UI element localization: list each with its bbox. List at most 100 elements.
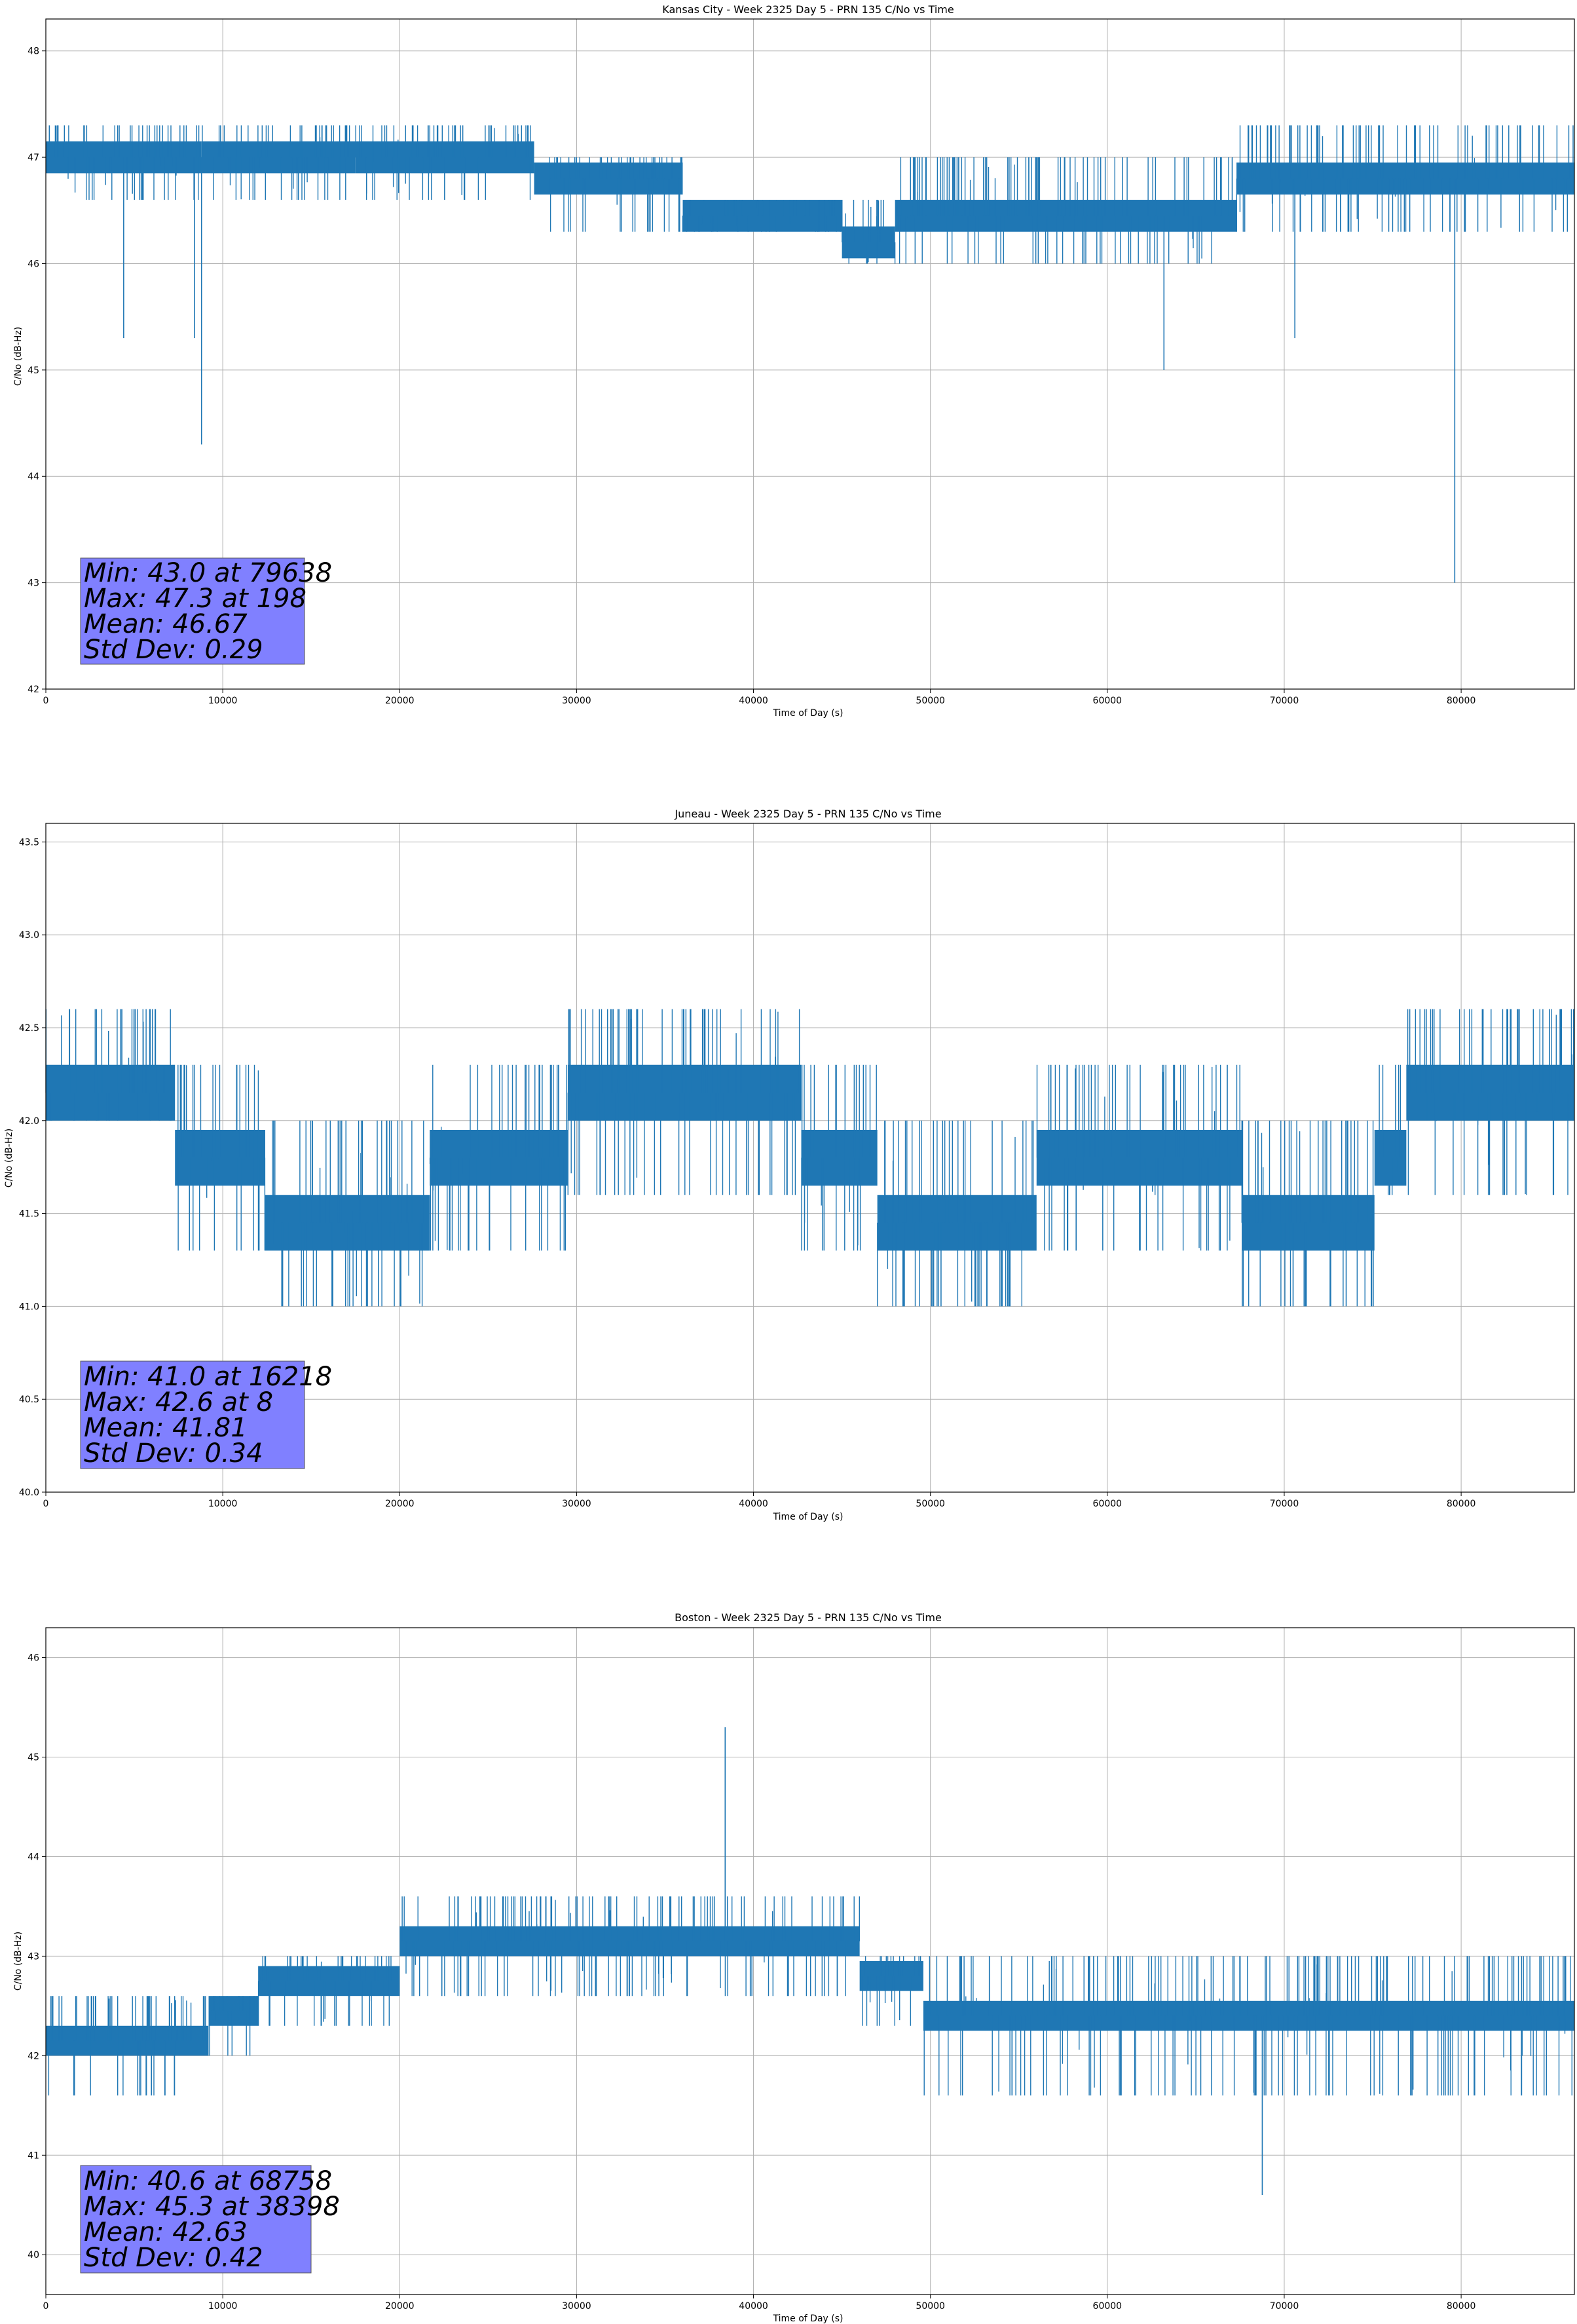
y-tick-label: 42 <box>28 684 39 695</box>
y-axis-label: C/No (dB-Hz) <box>4 1129 14 1188</box>
series-band <box>201 141 356 174</box>
x-tick-label: 0 <box>43 1499 49 1509</box>
y-tick-label: 41.0 <box>19 1302 39 1312</box>
series-band <box>1374 1129 1407 1186</box>
x-tick-label: 30000 <box>562 2301 591 2312</box>
y-tick-label: 40 <box>28 2250 39 2260</box>
y-tick-label: 40.5 <box>19 1395 39 1405</box>
stats-std-dev: Std Dev: 0.34 <box>84 1438 263 1469</box>
stats-mean: Mean: 42.63 <box>84 2217 248 2247</box>
series-band <box>1242 1195 1375 1251</box>
series-band <box>877 1195 1037 1251</box>
series-line <box>48 1896 1572 2096</box>
stats-min: Min: 40.6 at 68758 <box>84 2166 332 2196</box>
x-tick-label: 20000 <box>385 696 415 706</box>
x-axis-label: Time of Day (s) <box>773 2314 844 2324</box>
x-tick-label: 60000 <box>1093 696 1122 706</box>
series-band <box>208 1996 259 2026</box>
chart-panel-boston: Boston - Week 2325 Day 5 - PRN 135 C/No … <box>13 1611 1575 2324</box>
y-tick-label: 46 <box>28 1653 39 1664</box>
x-tick-label: 50000 <box>916 696 945 706</box>
x-axis-ticks: 0 10000 20000 30000 40000 50000 60000 70000 8000… <box>43 689 1476 706</box>
x-tick-label: 40000 <box>739 696 768 706</box>
x-tick-label: 30000 <box>562 696 591 706</box>
x-tick-label: 50000 <box>916 2301 945 2312</box>
x-tick-label: 10000 <box>208 2301 238 2312</box>
x-tick-label: 80000 <box>1447 1499 1476 1509</box>
y-tick-label: 41.5 <box>19 1209 39 1220</box>
chart-title: Kansas City - Week 2325 Day 5 - PRN 135 … <box>662 3 954 16</box>
y-tick-label: 48 <box>28 47 39 57</box>
y-tick-label: 45 <box>28 1753 39 1763</box>
plot-frame <box>45 823 1575 1493</box>
y-axis-label: C/No (dB-Hz) <box>13 327 24 386</box>
y-tick-label: 42.0 <box>19 1116 39 1127</box>
x-axis-ticks: 0 10000 20000 30000 40000 50000 60000 70000 8000… <box>43 1492 1476 1509</box>
plot-area <box>45 1009 1574 1307</box>
plot-area <box>46 1727 1574 2196</box>
x-tick-label: 20000 <box>385 2301 415 2312</box>
x-tick-label: 20000 <box>385 1499 415 1509</box>
x-tick-label: 80000 <box>1447 696 1476 706</box>
stats-mean: Mean: 41.81 <box>84 1413 248 1443</box>
stats-box: Min: 40.6 at 68758 Max: 45.3 at 38398 Me… <box>80 2165 340 2274</box>
stats-box-background <box>80 2165 312 2274</box>
series-band <box>258 1966 400 1996</box>
y-tick-label: 44 <box>28 1852 39 1862</box>
series-line <box>49 1009 1574 1307</box>
stats-max: Max: 45.3 at 38398 <box>84 2192 340 2222</box>
plot-frame <box>45 18 1575 690</box>
series-band <box>265 1195 430 1251</box>
stats-mean: Mean: 46.67 <box>84 609 248 639</box>
series-band <box>534 162 683 195</box>
plot-area <box>46 125 1574 583</box>
stats-min: Min: 41.0 at 16218 <box>84 1362 332 1392</box>
x-tick-label: 10000 <box>208 1499 238 1509</box>
x-axis-ticks: 0 10000 20000 30000 40000 50000 60000 70000 8000… <box>43 2295 1476 2312</box>
x-tick-label: 60000 <box>1093 1499 1122 1509</box>
y-tick-label: 43.5 <box>19 837 39 848</box>
y-tick-label: 45 <box>28 365 39 376</box>
stats-max: Max: 42.6 at 8 <box>84 1387 273 1417</box>
stats-std-dev: Std Dev: 0.29 <box>84 635 263 665</box>
x-tick-label: 0 <box>43 696 49 706</box>
x-tick-label: 80000 <box>1447 2301 1476 2312</box>
y-axis-label: C/No (dB-Hz) <box>13 1932 24 1991</box>
y-tick-label: 47 <box>28 153 39 163</box>
x-tick-label: 10000 <box>208 696 238 706</box>
series-band <box>46 2025 209 2056</box>
x-axis-label: Time of Day (s) <box>773 1512 844 1522</box>
series-line <box>54 125 1574 264</box>
y-tick-label: 43.0 <box>19 930 39 941</box>
stats-std-dev: Std Dev: 0.42 <box>84 2243 263 2273</box>
x-tick-label: 40000 <box>739 2301 768 2312</box>
y-tick-label: 41 <box>28 2150 39 2161</box>
y-tick-label: 43 <box>28 578 39 589</box>
stats-box: Min: 41.0 at 16218 Max: 42.6 at 8 Mean: … <box>80 1360 332 1469</box>
x-tick-label: 70000 <box>1270 1499 1299 1509</box>
series-band <box>895 200 1237 232</box>
x-tick-label: 70000 <box>1270 696 1299 706</box>
y-tick-label: 42.5 <box>19 1023 39 1034</box>
y-tick-label: 42 <box>28 2051 39 2061</box>
x-axis-label: Time of Day (s) <box>773 708 844 719</box>
y-axis-ticks: 40.0 40.5 41.0 41.5 42.0 42.5 43.0 43.5 <box>19 837 46 1498</box>
x-tick-label: 0 <box>43 2301 49 2312</box>
y-axis-ticks: 42 43 44 45 46 47 48 <box>28 47 46 695</box>
chart-panel-kansas-city: Kansas City - Week 2325 Day 5 - PRN 135 … <box>13 3 1575 719</box>
y-tick-label: 43 <box>28 1951 39 1962</box>
stats-box-background <box>80 557 305 665</box>
y-tick-label: 40.0 <box>19 1488 39 1498</box>
x-tick-label: 70000 <box>1270 2301 1299 2312</box>
y-axis-ticks: 40 41 42 43 44 45 46 <box>28 1653 46 2260</box>
chart-title: Juneau - Week 2325 Day 5 - PRN 135 C/No … <box>674 808 941 820</box>
chart-panel-juneau: Juneau - Week 2325 Day 5 - PRN 135 C/No … <box>4 808 1575 1522</box>
y-tick-label: 44 <box>28 472 39 482</box>
stats-max: Max: 47.3 at 198 <box>84 584 306 614</box>
plot-frame <box>45 1627 1575 2295</box>
y-tick-label: 46 <box>28 259 39 269</box>
x-tick-label: 60000 <box>1093 2301 1122 2312</box>
x-tick-label: 40000 <box>739 1499 768 1509</box>
stats-min: Min: 43.0 at 79638 <box>84 558 332 588</box>
x-tick-label: 30000 <box>562 1499 591 1509</box>
